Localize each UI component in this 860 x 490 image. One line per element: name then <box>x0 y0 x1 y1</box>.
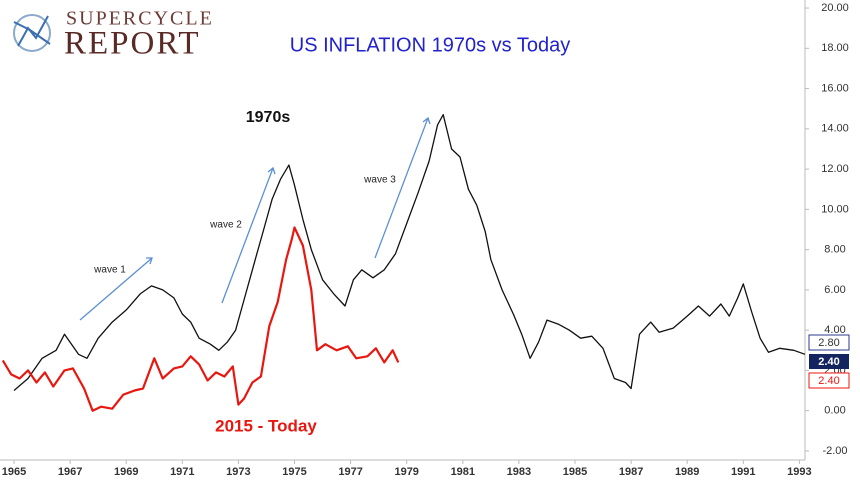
price-box <box>808 334 850 351</box>
annotation: wave 1 <box>93 265 126 276</box>
x-tick-label: 1965 <box>2 466 26 478</box>
x-tick-label: 1971 <box>170 466 194 478</box>
y-tick-label: 14.00 <box>821 123 849 135</box>
wave-arrows <box>79 116 431 321</box>
x-tick-label: 1993 <box>787 466 811 478</box>
y-tick-label: 18.00 <box>821 42 849 54</box>
x-tick-label: 1981 <box>451 466 475 478</box>
x-tick-label: 1985 <box>563 466 587 478</box>
annotation: wave 3 <box>363 175 396 186</box>
logo-icon <box>13 14 51 52</box>
y-tick-label: 16.00 <box>821 82 849 94</box>
y-tick-label: 0.00 <box>824 405 845 417</box>
price-label: 2.80 <box>818 337 839 349</box>
price-labels: 2.80 2.40 2.40 <box>808 334 850 389</box>
x-tick-label: 1969 <box>114 466 138 478</box>
x-tick-label: 1973 <box>226 466 250 478</box>
x-tick-label: 1987 <box>619 466 643 478</box>
price-label: 2.40 <box>818 356 839 368</box>
x-tick-label: 1989 <box>675 466 699 478</box>
x-tick-label: 1983 <box>507 466 531 478</box>
price-label: 2.40 <box>818 375 839 387</box>
annotation: wave 2 <box>209 220 242 231</box>
chart-title: US INFLATION 1970s vs Today <box>290 34 570 56</box>
y-tick-label: 8.00 <box>824 244 845 256</box>
logo-line1: SUPERCYCLE <box>66 8 214 30</box>
annotation: 2015 - Today <box>215 416 317 435</box>
price-box <box>808 372 850 389</box>
x-tick-label: 1967 <box>58 466 82 478</box>
x-tick-label: 1977 <box>338 466 362 478</box>
y-tick-label: 12.00 <box>821 163 849 175</box>
y-tick-label: 10.00 <box>821 203 849 215</box>
series-line <box>13 114 806 391</box>
x-tick-label: 1991 <box>731 466 755 478</box>
x-tick-label: 1975 <box>282 466 306 478</box>
x-tick-label: 1979 <box>394 466 418 478</box>
y-tick-label: 6.00 <box>824 284 845 296</box>
price-box <box>809 354 849 369</box>
y-tick-label: 20.00 <box>821 2 849 14</box>
series-line <box>1 226 400 412</box>
annotation: 1970s <box>246 109 291 126</box>
logo-line2: REPORT <box>64 26 201 62</box>
y-tick-label: 4.00 <box>824 324 845 336</box>
y-tick-label: -2.00 <box>822 445 847 457</box>
